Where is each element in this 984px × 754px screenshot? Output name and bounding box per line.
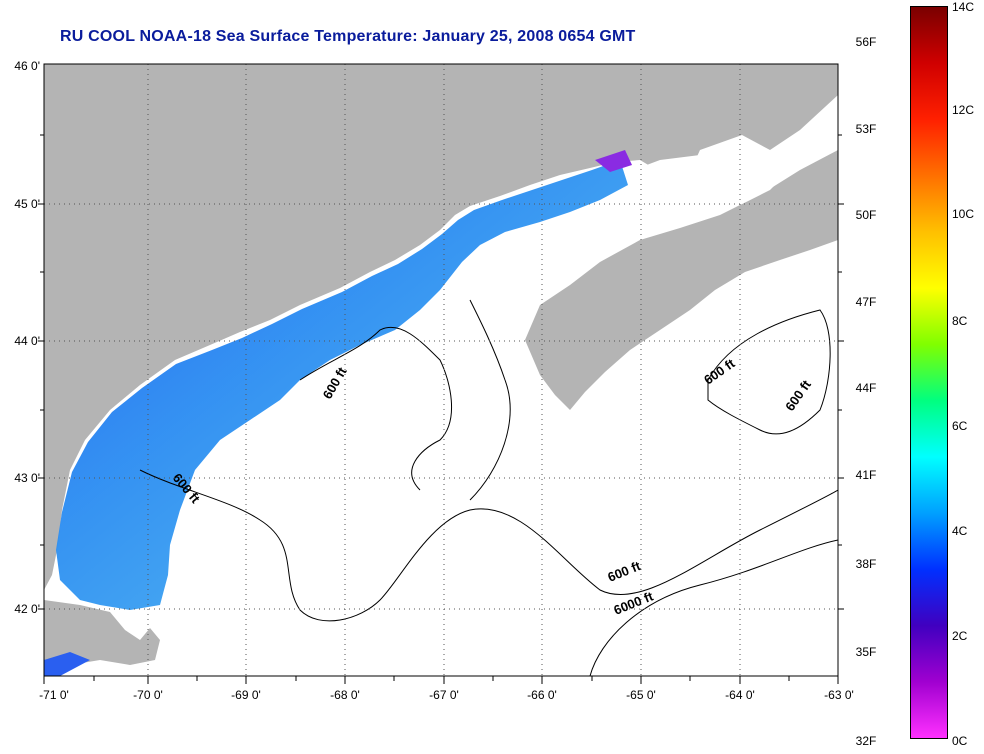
lon-label-67: -67 0' [429,688,459,702]
colorbar-label-32f: 32F [855,734,877,748]
land-maine-newbrunswick [44,64,838,590]
lat-label-46: 46 0' [14,59,40,73]
lon-label-66: -66 0' [527,688,557,702]
colorbar-label-35f: 35F [855,645,877,659]
colorbar-label-53f: 53F [855,122,877,136]
sst-cold-patch [595,150,632,172]
land-nova-scotia [525,150,838,410]
colorbar-label-38f: 38F [855,557,877,571]
map-title: RU COOL NOAA-18 Sea Surface Temperature:… [60,28,636,45]
contour-600ft-inner [299,326,453,491]
sst-data-cape [44,652,90,676]
lon-label-65: -65 0' [626,688,656,702]
colorbar-label-14c: 14C [952,0,975,14]
lat-label-42: 42 0' [14,602,40,616]
contour-600ft-gulf [139,469,838,622]
colorbar-label-10c: 10C [952,207,975,221]
colorbar-label-50f: 50F [855,208,877,222]
map-frame [43,63,839,677]
colorbar-label-2c: 2C [952,629,968,643]
lon-label-71: -71 0' [39,688,69,702]
colorbar-label-12c: 12C [952,103,975,117]
sst-data-band [56,160,628,610]
lon-label-64: -64 0' [725,688,755,702]
lat-label-45: 45 0' [14,197,40,211]
lon-label-68: -68 0' [330,688,360,702]
temperature-colorbar [910,6,948,739]
colorbar-label-4c: 4C [952,524,968,538]
lon-label-69: -69 0' [231,688,261,702]
colorbar-label-47f: 47F [855,295,877,309]
colorbar-label-41f: 41F [855,468,877,482]
lon-label-70: -70 0' [133,688,163,702]
colorbar-label-56f: 56F [855,35,877,49]
lat-label-44: 44 0' [14,334,40,348]
colorbar-label-6c: 6C [952,419,968,433]
colorbar-label-0c: 0C [952,734,968,748]
colorbar-label-8c: 8C [952,314,968,328]
colorbar-label-44f: 44F [855,381,877,395]
contour-600ft-east [707,309,831,435]
contour-6000ft [589,539,838,676]
lon-label-63: -63 0' [824,688,854,702]
bay-of-fundy [615,155,800,222]
contour-600ft-georges [469,299,511,501]
lat-label-43: 43 0' [14,471,40,485]
